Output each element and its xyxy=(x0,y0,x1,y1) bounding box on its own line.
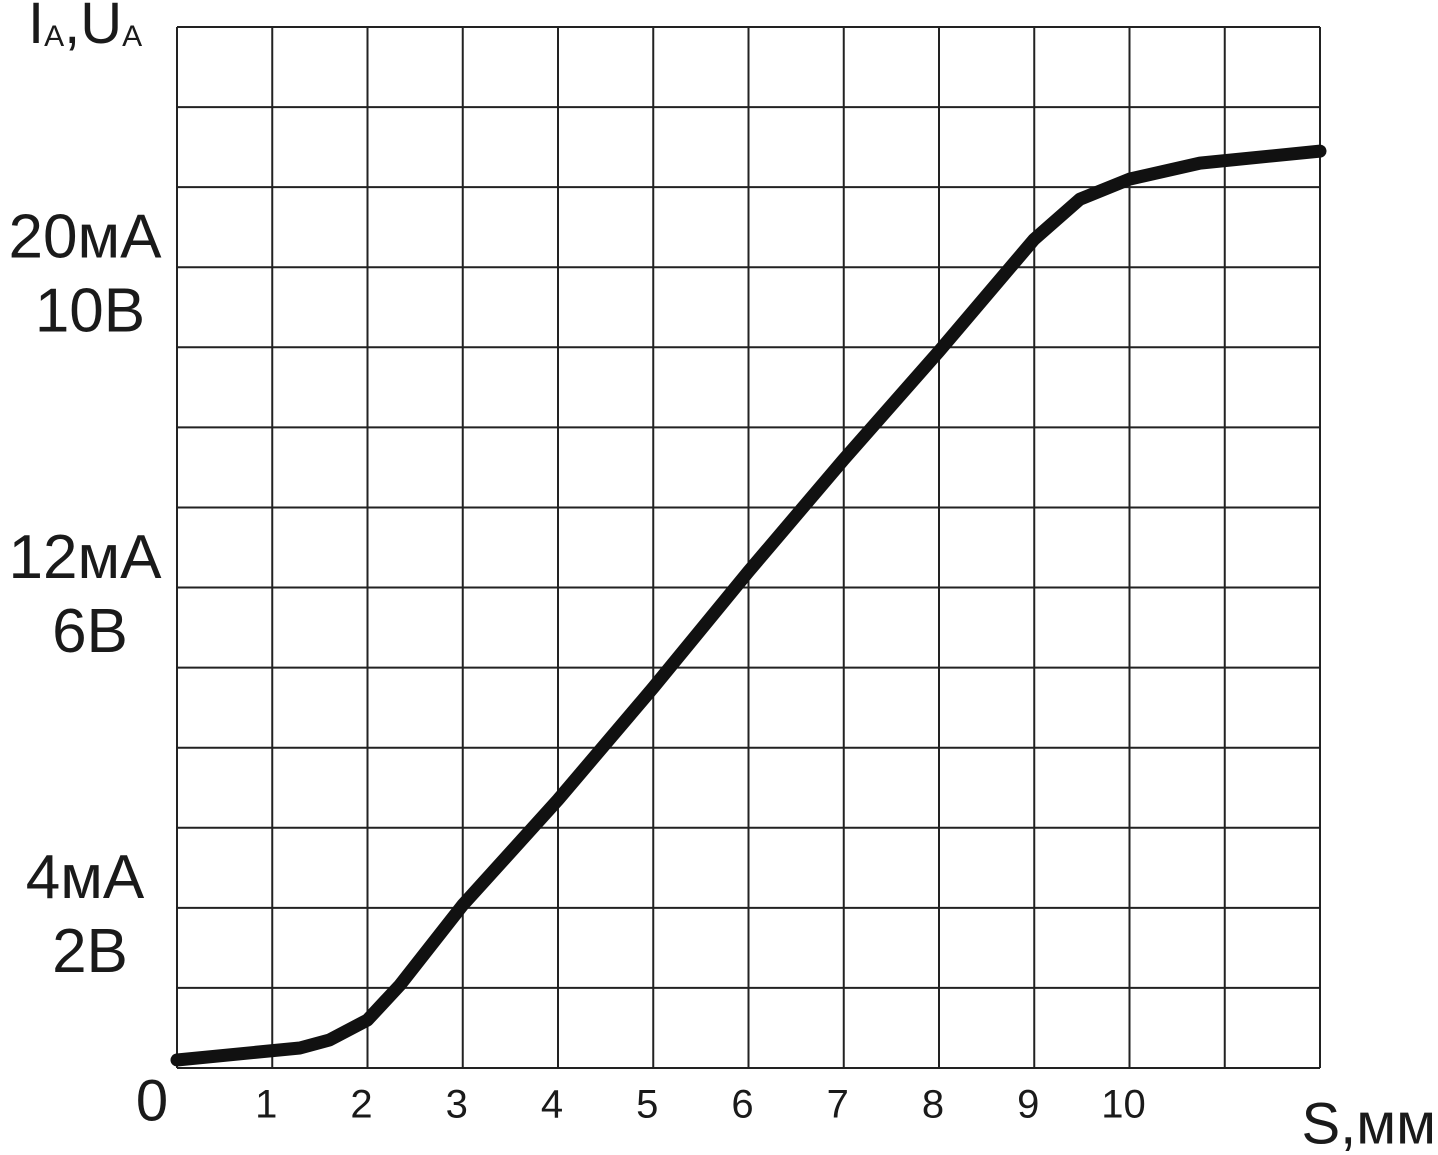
x-tick-label: 3 xyxy=(446,1083,468,1127)
y-axis-title: IA,UA xyxy=(28,0,142,56)
x-tick-label: 10 xyxy=(1101,1083,1146,1127)
y-title-part: ,U xyxy=(64,0,122,56)
x-axis-title: S,мм xyxy=(1301,1091,1436,1155)
x-tick-label: 2 xyxy=(350,1083,372,1127)
x-tick-label: 1 xyxy=(255,1083,277,1127)
x-tick-label: 4 xyxy=(541,1083,563,1127)
data-line xyxy=(170,144,1327,1067)
y2-tick-label: 6В xyxy=(52,597,128,666)
y-tick-label: 20мА xyxy=(9,203,163,272)
x-tick-label: 9 xyxy=(1017,1083,1039,1127)
y-title-part: I xyxy=(28,0,44,56)
y-tick-label: 4мА xyxy=(26,843,145,912)
x-tick-label: 0 xyxy=(136,1068,168,1133)
x-tick-label: 7 xyxy=(827,1083,849,1127)
y-title-sub: A xyxy=(44,20,64,53)
x-tick-label: 6 xyxy=(731,1083,753,1127)
y2-tick-label: 2В xyxy=(52,917,128,986)
y-tick-label: 12мА xyxy=(9,523,163,592)
x-tick-label: 8 xyxy=(922,1083,944,1127)
y2-tick-label: 10В xyxy=(35,277,145,346)
x-tick-label: 5 xyxy=(636,1083,658,1127)
y-title-sub: A xyxy=(122,20,142,53)
